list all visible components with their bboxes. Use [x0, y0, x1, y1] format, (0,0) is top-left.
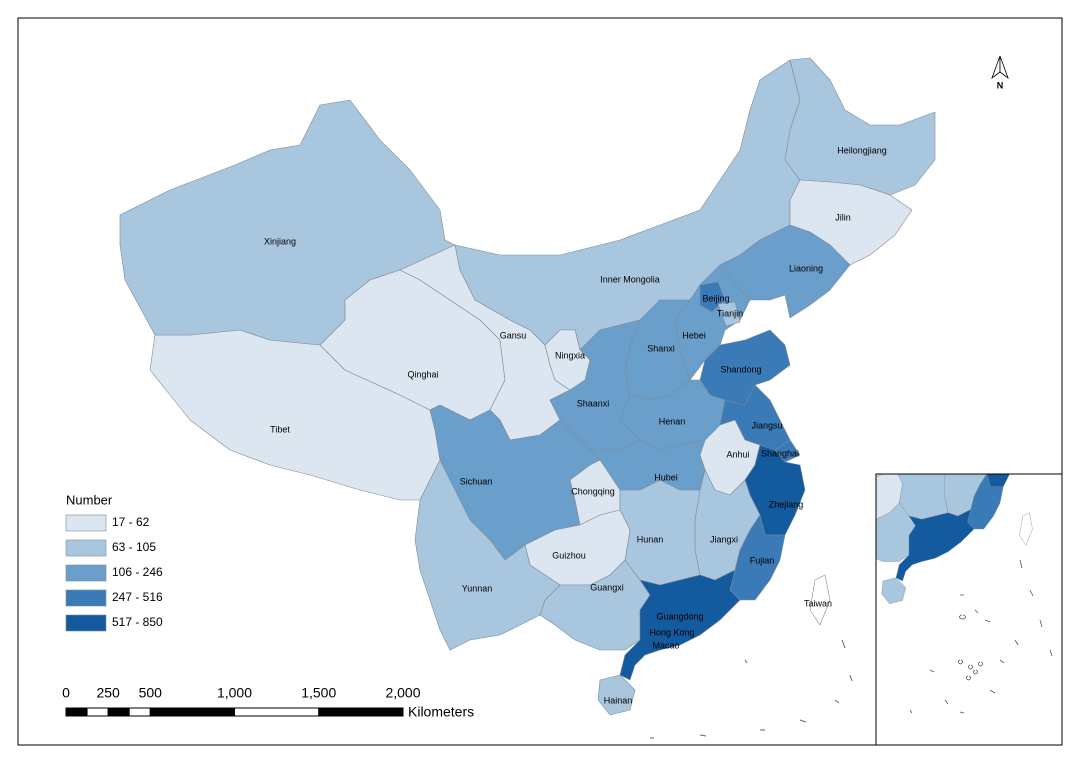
province-label: Gansu	[500, 330, 527, 340]
province	[597, 674, 636, 716]
scale-segment	[65, 707, 88, 717]
province-label: Shanghai	[761, 448, 799, 458]
province	[414, 459, 561, 651]
province	[544, 329, 591, 391]
province-label: Zhejiang	[769, 499, 804, 509]
legend-label: 63 - 105	[112, 540, 156, 554]
scale-segment	[234, 707, 320, 717]
legend-label: 17 - 62	[112, 515, 150, 529]
region-label: Hong Kong	[649, 627, 694, 637]
legend-swatch	[65, 589, 107, 607]
legend-label: 106 - 246	[112, 565, 163, 579]
north-label: N	[997, 80, 1004, 90]
inset-islands	[909, 559, 1053, 714]
province-label: Yunnan	[462, 583, 493, 593]
province-label: Hainan	[604, 695, 633, 705]
province-label: Tibet	[270, 424, 290, 434]
province-label: Inner Mongolia	[600, 274, 660, 284]
province-label: Heilongjiang	[837, 145, 887, 155]
scale-tick-label: 1,000	[217, 685, 252, 701]
scale-tick-label: 500	[139, 685, 163, 701]
province-label: Beijing	[702, 293, 729, 303]
province-label: Sichuan	[460, 476, 493, 486]
scale-bar: 0 250 500 1,000 1,500 2,000 Kilometers	[62, 685, 474, 720]
scale-tick-label: 2,000	[385, 685, 420, 701]
province-label: Anhui	[726, 449, 749, 459]
province-label: Shaanxi	[577, 398, 610, 408]
province-label: Qinghai	[407, 369, 438, 379]
province-label: Hunan	[637, 534, 664, 544]
legend-label: 517 - 850	[112, 615, 163, 629]
province	[809, 574, 831, 626]
province-label: Chongqing	[571, 486, 615, 496]
legend-title: Number	[66, 492, 113, 507]
north-arrow: N	[991, 55, 1009, 90]
inset-map	[876, 474, 1062, 745]
islands	[650, 639, 853, 739]
province-label: Guizhou	[552, 550, 586, 560]
province-label: Xinjiang	[264, 236, 296, 246]
scale-segment	[149, 707, 235, 717]
scale-tick-label: 1,500	[301, 685, 336, 701]
legend-swatch	[65, 564, 107, 582]
province-label: Fujian	[750, 555, 775, 565]
provinces	[119, 57, 936, 716]
province-label: Jilin	[835, 212, 851, 222]
scale-tick-label: 250	[96, 685, 120, 701]
legend-label: 247 - 516	[112, 590, 163, 604]
scale-segment	[107, 707, 130, 717]
scale-unit: Kilometers	[408, 704, 474, 720]
province-label: Jiangxi	[710, 534, 738, 544]
province	[717, 301, 741, 327]
province-label: Shandong	[720, 364, 761, 374]
province-label: Henan	[659, 416, 686, 426]
scale-segment	[128, 707, 151, 717]
province-label: Hebei	[682, 330, 706, 340]
province-label: Tianjin	[717, 308, 743, 318]
scale-segment	[86, 707, 109, 717]
province	[784, 57, 936, 196]
legend-swatch	[65, 614, 107, 632]
province-label: Hubei	[654, 472, 678, 482]
scale-segment	[318, 707, 404, 717]
scale-tick-label: 0	[62, 685, 70, 701]
province-label: Shanxi	[647, 343, 675, 353]
legend: 17 - 62 63 - 105 106 - 246 247 - 516 517 - 8…	[65, 514, 163, 632]
legend-swatch	[65, 539, 107, 557]
region-label: Macao	[652, 640, 679, 650]
province-label: Jiangsu	[751, 420, 782, 430]
legend-swatch	[65, 514, 107, 532]
inset-frame	[875, 473, 1063, 746]
province-label: Guangxi	[590, 582, 624, 592]
province-label: Ningxia	[555, 350, 585, 360]
labels: Tibet Xinjiang Qinghai Gansu Inner Mongolia H…	[264, 145, 887, 705]
province-label: Guangdong	[656, 611, 703, 621]
province-label: Liaoning	[789, 263, 823, 273]
province-label: Taiwan	[804, 598, 832, 608]
province	[619, 569, 741, 681]
